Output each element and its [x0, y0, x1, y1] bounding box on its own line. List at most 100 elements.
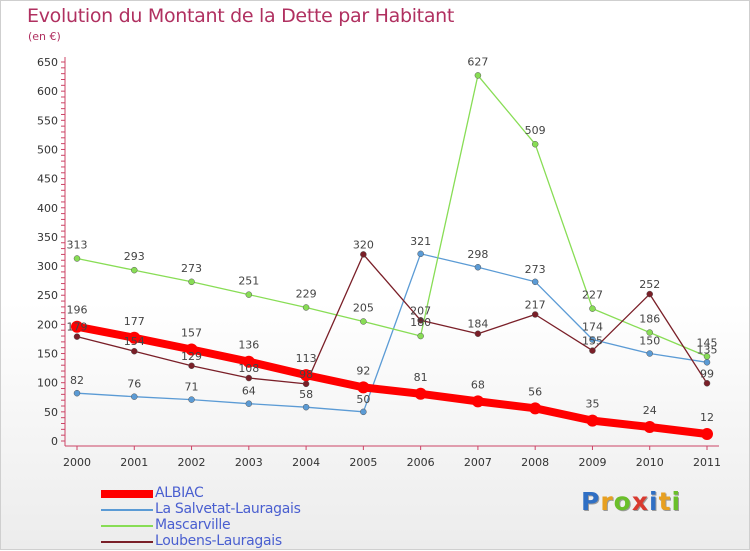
data-label: 313 [67, 238, 88, 251]
data-label: 24 [643, 404, 657, 417]
legend-swatch-albiac [101, 490, 153, 498]
data-label: 229 [296, 287, 317, 300]
data-point [643, 421, 656, 434]
data-point [302, 380, 310, 388]
data-label: 108 [238, 362, 259, 375]
data-point [474, 263, 482, 271]
data-point [701, 428, 713, 441]
data-point [531, 140, 539, 148]
proxiti-logo: Proxiti [581, 487, 681, 516]
data-label: 64 [242, 385, 256, 398]
data-label: 92 [356, 364, 370, 377]
data-label: 186 [639, 313, 660, 326]
data-point [360, 318, 367, 325]
series-line-loubens-lauragais [76, 253, 708, 385]
y-tick-label: 550 [37, 114, 58, 127]
data-label: 155 [582, 335, 603, 348]
y-tick-label: 400 [37, 202, 58, 215]
y-tick-label: 450 [37, 173, 58, 186]
chart-axes: 2000 2001 2002 2003 2004 2005 2006 2007 2008 2009… [37, 56, 721, 469]
data-label: 136 [238, 339, 259, 352]
legend-swatch-mascarville [101, 525, 153, 527]
data-point [474, 72, 482, 79]
data-point [185, 343, 198, 356]
data-point [531, 278, 539, 286]
data-label: 298 [467, 248, 488, 261]
data-label: 273 [181, 262, 202, 275]
data-point [302, 304, 310, 311]
series-layer [71, 72, 713, 441]
data-label: 177 [124, 315, 145, 328]
data-point [529, 402, 542, 415]
data-label: 184 [467, 318, 488, 331]
x-tick-label: 2003 [235, 456, 263, 469]
legend-label-albiac: ALBIAC [155, 485, 204, 501]
x-tick-label: 2007 [464, 456, 492, 469]
legend-swatch-loubens-lauragais [101, 541, 153, 543]
data-label: 82 [70, 374, 84, 387]
data-point [417, 317, 424, 324]
data-label: 56 [528, 385, 542, 398]
data-label: 207 [410, 304, 431, 317]
data-point [245, 400, 253, 407]
data-point [646, 290, 653, 298]
y-tick-label: 350 [37, 231, 58, 244]
data-label: 179 [67, 321, 88, 334]
data-point [245, 374, 253, 382]
chart-title: Evolution du Montant de la Dette par Hab… [27, 5, 455, 27]
y-tick-label: 500 [37, 143, 58, 156]
data-label: 154 [124, 335, 145, 348]
y-tick-label: 100 [37, 377, 58, 390]
data-point [531, 311, 539, 318]
x-tick-label: 2002 [178, 456, 206, 469]
data-point [128, 331, 141, 344]
data-label: 227 [582, 289, 603, 302]
data-label: 205 [353, 301, 374, 314]
data-point [131, 393, 138, 400]
data-label: 71 [185, 381, 199, 394]
x-tick-label: 2010 [636, 456, 664, 469]
data-point [188, 278, 195, 286]
y-tick-label: 650 [37, 56, 58, 69]
data-point [589, 347, 596, 354]
x-tick-label: 2001 [120, 456, 148, 469]
data-point [188, 362, 195, 370]
logo-letter: i [649, 487, 659, 516]
data-label: 145 [697, 336, 718, 349]
data-label: 81 [414, 371, 428, 384]
data-label: 157 [181, 326, 202, 339]
data-label: 174 [582, 321, 603, 334]
data-point [589, 305, 596, 312]
data-label: 180 [410, 316, 431, 329]
data-label: 273 [525, 263, 546, 276]
chart-unit-label: (en €) [28, 30, 61, 43]
data-point [474, 330, 482, 337]
data-point [703, 359, 711, 366]
data-point [357, 381, 370, 394]
data-point [414, 387, 427, 400]
x-tick-label: 2004 [292, 456, 320, 469]
data-label: 99 [700, 367, 714, 380]
x-tick-label: 2009 [578, 456, 606, 469]
data-label: 12 [700, 411, 714, 424]
legend-label-la-salvetat-lauragais: La Salvetat-Lauragais [155, 501, 301, 517]
logo-letter: t [658, 487, 672, 516]
data-point [73, 389, 81, 397]
data-label: 58 [299, 388, 313, 401]
y-tick-label: 0 [51, 435, 58, 448]
data-point [646, 350, 653, 357]
data-point [131, 266, 138, 274]
data-point [188, 396, 195, 403]
series-line-mascarville [76, 74, 708, 358]
data-label: 98 [299, 368, 313, 381]
data-point [360, 408, 367, 416]
legend-swatch-la-salvetat-lauragais [101, 509, 153, 511]
logo-letter: r [600, 487, 614, 516]
data-label: 627 [467, 55, 488, 68]
data-label: 76 [127, 378, 141, 391]
y-tick-label: 250 [37, 289, 58, 302]
y-tick-label: 600 [37, 85, 58, 98]
data-label: 251 [238, 275, 259, 288]
data-label: 321 [410, 235, 431, 248]
